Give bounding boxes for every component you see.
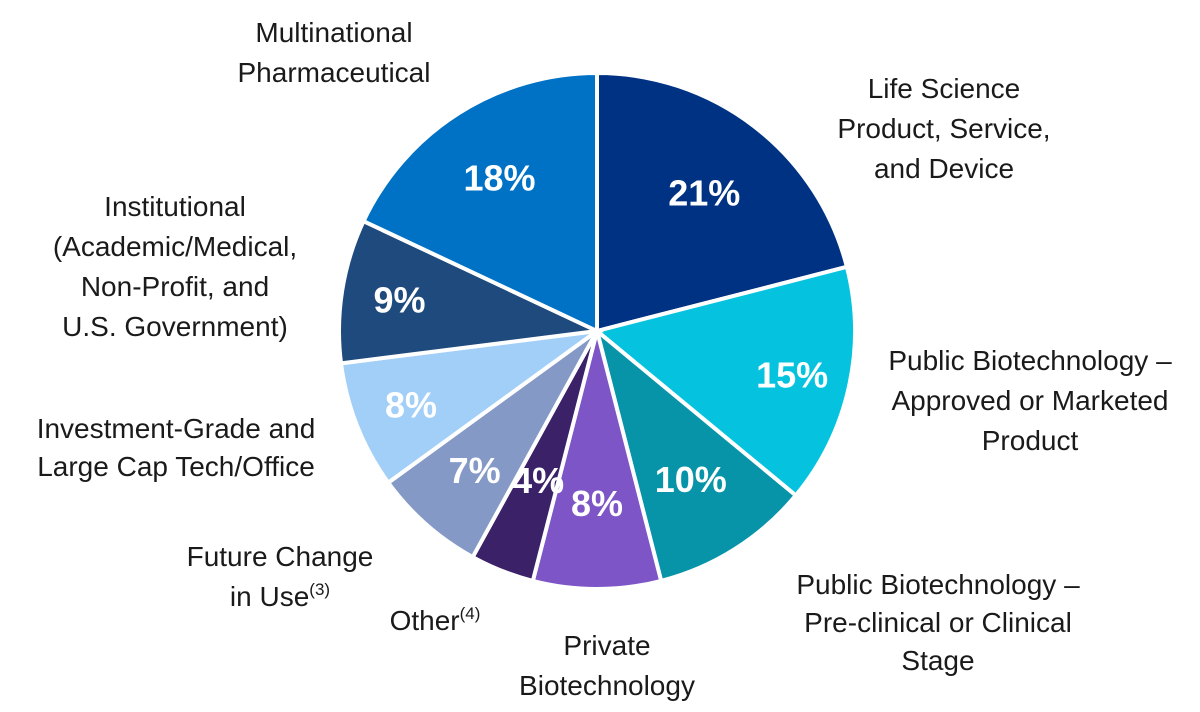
percent-labels: 21%15%10%8%4%7%8%9%18% xyxy=(373,157,828,524)
slice-category-label: Public Biotechnology – Approved or Market… xyxy=(888,345,1172,456)
slice-category-label: Investment-Grade and Large Cap Tech/Offic… xyxy=(37,413,316,482)
category-label-line: Institutional xyxy=(104,191,246,222)
slice-category-label: Other(4) xyxy=(390,604,481,636)
slice-percent-label: 4% xyxy=(512,460,564,501)
slice-percent-label: 8% xyxy=(385,385,437,426)
category-label-line: Product, Service, xyxy=(837,113,1050,144)
category-label-line: Product xyxy=(982,425,1079,456)
pie-slice xyxy=(385,329,599,560)
category-label-line: Pharmaceutical xyxy=(238,57,431,88)
category-labels: Life Science Product, Service, and Device P… xyxy=(37,17,1172,701)
slice-category-label: Multinational Pharmaceutical xyxy=(238,17,431,88)
pie-slice xyxy=(337,218,605,366)
pie-slice xyxy=(530,330,664,591)
pie-slice xyxy=(595,70,850,334)
slice-percent-label: 10% xyxy=(655,459,727,500)
category-label-line: Public Biotechnology – xyxy=(796,569,1080,600)
category-label-line: (Academic/Medical, xyxy=(53,231,297,262)
category-label-line: Approved or Marketed xyxy=(891,385,1168,416)
slice-category-label: Life Science Product, Service, and Device xyxy=(837,73,1050,184)
footnote-superscript: (3) xyxy=(309,580,330,599)
slice-category-label: Institutional (Academic/Medical, Non-Profi… xyxy=(53,191,297,342)
category-label-line: Future Change xyxy=(187,541,374,572)
footnote-superscript: (4) xyxy=(460,604,481,623)
slice-percent-label: 15% xyxy=(756,355,828,396)
category-label-line: Private xyxy=(563,630,650,661)
category-label-line: Biotechnology xyxy=(519,670,695,701)
category-label-line: and Device xyxy=(874,153,1014,184)
slice-category-label: Future Change in Use(3) xyxy=(187,541,374,612)
category-label-line: U.S. Government) xyxy=(62,311,288,342)
category-label-line: Stage xyxy=(901,645,974,676)
category-label-line: Other xyxy=(390,605,460,636)
category-label-line: Investment-Grade and xyxy=(37,413,316,444)
category-label-line: Large Cap Tech/Office xyxy=(37,451,315,482)
pie-slices xyxy=(337,70,857,591)
category-label-line: Life Science xyxy=(868,73,1021,104)
slice-percent-label: 18% xyxy=(463,157,535,198)
category-label-line: Non-Profit, and xyxy=(81,271,269,302)
pie-slice xyxy=(592,264,857,499)
pie-slice xyxy=(360,70,599,335)
pie-slice xyxy=(338,329,599,486)
slice-category-label: Private Biotechnology xyxy=(519,630,695,701)
slice-percent-label: 9% xyxy=(373,280,425,321)
category-label-line: in Use xyxy=(230,581,309,612)
category-label-line: Pre-clinical or Clinical xyxy=(804,607,1072,638)
category-label-line: Multinational xyxy=(255,17,412,48)
slice-percent-label: 7% xyxy=(449,450,501,491)
category-label-line: Public Biotechnology – xyxy=(888,345,1172,376)
slice-percent-label: 21% xyxy=(668,173,740,214)
slice-category-label: Public Biotechnology – Pre-clinical or Cl… xyxy=(796,569,1080,676)
slice-percent-label: 8% xyxy=(571,483,623,524)
